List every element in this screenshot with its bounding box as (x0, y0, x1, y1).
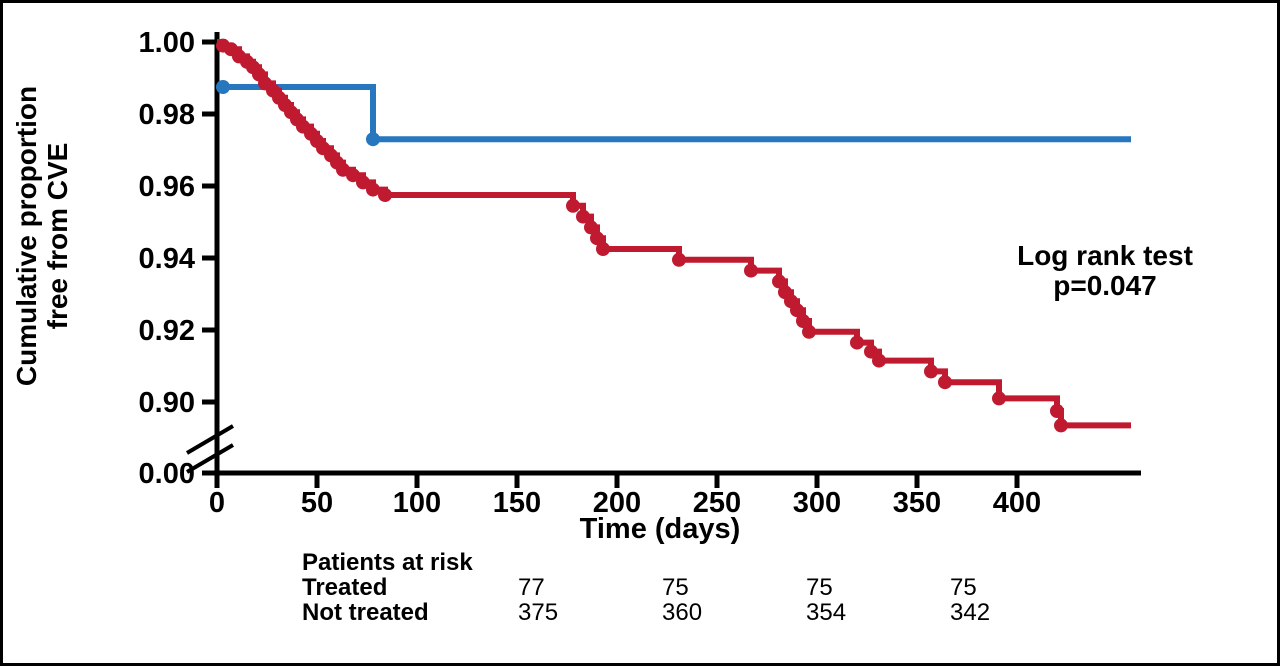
event-marker (938, 375, 952, 390)
event-marker (672, 252, 686, 267)
y-tick-label: 0.92 (139, 315, 195, 347)
risk-nottreated-t3: 342 (950, 599, 991, 626)
series-treated (216, 80, 1131, 147)
x-tick-label: 100 (393, 487, 441, 519)
y-axis-title-line2: free from CVE (42, 142, 73, 330)
logrank-annotation: Log rank test p=0.047 (993, 241, 1217, 301)
x-tick-label: 250 (693, 487, 741, 519)
x-tick-label: 200 (593, 487, 641, 519)
risk-nottreated-t1: 360 (662, 599, 703, 626)
y-tick-label: 1.00 (139, 27, 195, 59)
event-marker (216, 80, 230, 94)
x-tick-label: 400 (993, 487, 1041, 519)
axis-break-slash (185, 424, 235, 455)
event-marker (378, 188, 392, 202)
event-marker (850, 335, 864, 350)
event-marker (356, 175, 370, 190)
x-ticks: 0 50 100 150 200 250 300 350 400 (209, 473, 1041, 519)
event-marker (872, 353, 886, 368)
event-marker (566, 198, 580, 213)
series-not-treated (216, 38, 1131, 433)
risk-treated-t0: 77 (518, 574, 545, 601)
risk-treated-t3: 75 (950, 574, 977, 601)
risk-table-title: Patients at risk (302, 549, 473, 576)
risk-treated-t2: 75 (806, 574, 833, 601)
y-tick-label: 0.96 (139, 171, 195, 203)
patients-at-risk-table: Patients at risk Treated 77 75 75 75 Not… (302, 550, 1094, 625)
event-marker (744, 263, 758, 278)
event-marker (864, 344, 878, 359)
event-marker (796, 314, 810, 328)
event-marker (790, 303, 804, 318)
axis-break-slash (185, 443, 235, 474)
y-axis-title: Cumulative proportion free from CVE (11, 66, 73, 406)
survival-curve (217, 84, 1131, 143)
x-tick-label: 300 (793, 487, 841, 519)
y-tick-label: 0.98 (139, 99, 195, 131)
event-marker (596, 242, 610, 256)
logrank-annotation-line1: Log rank test (1017, 240, 1193, 271)
y-ticks: 1.00 0.98 0.96 0.94 0.92 0.90 0.00 (139, 27, 217, 490)
x-tick-label: 150 (493, 487, 541, 519)
risk-row-nottreated-label: Not treated (302, 599, 429, 626)
event-marker (366, 132, 380, 147)
event-marker (772, 274, 786, 289)
x-tick-label: 0 (209, 487, 225, 519)
risk-nottreated-t2: 354 (806, 599, 847, 626)
event-marker (1054, 418, 1068, 433)
y-tick-label: 0.00 (139, 458, 195, 490)
event-marker (366, 182, 380, 197)
event-marker (590, 231, 604, 246)
event-marker (584, 220, 598, 235)
y-tick-label: 0.90 (139, 387, 195, 419)
y-axis-title-line1: Cumulative proportion (11, 85, 42, 387)
event-marker (924, 364, 938, 379)
event-marker (992, 391, 1006, 406)
risk-nottreated-t0: 375 (518, 599, 559, 626)
event-marker (576, 209, 590, 224)
logrank-annotation-line2: p=0.047 (1053, 270, 1157, 301)
x-axis-title: Time (days) (579, 513, 741, 545)
risk-treated-t1: 75 (662, 574, 689, 601)
risk-row-treated-label: Treated (302, 574, 388, 601)
y-tick-label: 0.94 (139, 243, 195, 275)
y-axis-break (185, 424, 235, 474)
x-tick-label: 50 (301, 487, 333, 519)
event-marker (802, 324, 816, 339)
x-tick-label: 350 (893, 487, 941, 519)
event-marker (346, 168, 360, 183)
event-marker (1050, 404, 1064, 418)
survival-curve (217, 39, 1131, 429)
